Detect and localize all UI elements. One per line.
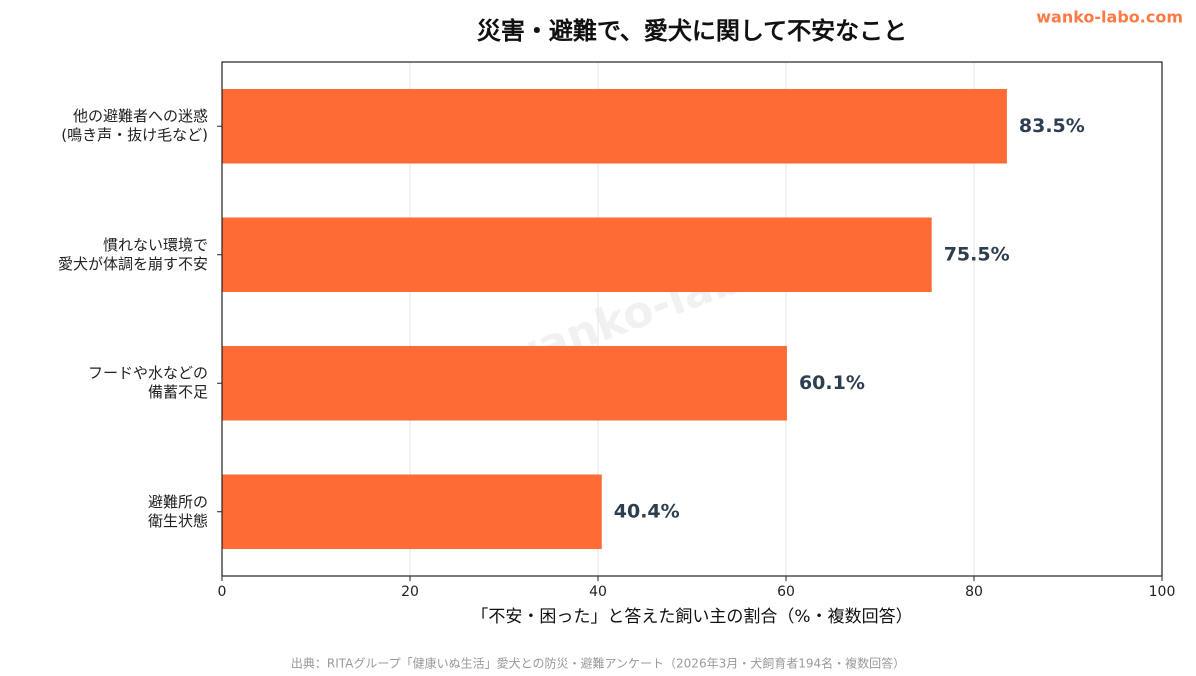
y-tick-label: 他の避難者への迷惑 (鳴き声・抜け毛など) [61,107,208,145]
x-tick-label: 40 [589,584,607,600]
x-tick-label: 100 [1149,584,1176,600]
value-label: 75.5% [944,243,1010,265]
bar [222,345,787,421]
value-label: 40.4% [614,500,680,522]
y-tick-label: 避難所の 衛生状態 [147,492,208,530]
y-tick-label: フードや水などの 備蓄不足 [87,364,208,402]
value-label: 83.5% [1019,115,1085,137]
y-tick-label: 慣れない環境で 愛犬が体調を崩す不安 [57,235,208,273]
x-tick-label: 60 [777,584,795,600]
source: 出典：RITAグループ「健康いぬ生活」愛犬との防災・避難アンケート（2026年3… [291,656,905,671]
value-label: 60.1% [799,372,865,394]
chart-title: 災害・避難で、愛犬に関して不安なこと [477,17,907,45]
bar [222,88,1007,164]
x-axis-label: 「不安・困った」と答えた飼い主の割合（%・複数回答） [471,607,912,627]
x-tick-label: 20 [401,584,419,600]
plot-frame [221,61,1163,577]
bar [222,217,932,293]
x-tick-label: 0 [218,584,227,600]
x-tick-label: 80 [965,584,983,600]
brand: wanko-labo.com [1036,8,1183,27]
bar [222,474,602,550]
